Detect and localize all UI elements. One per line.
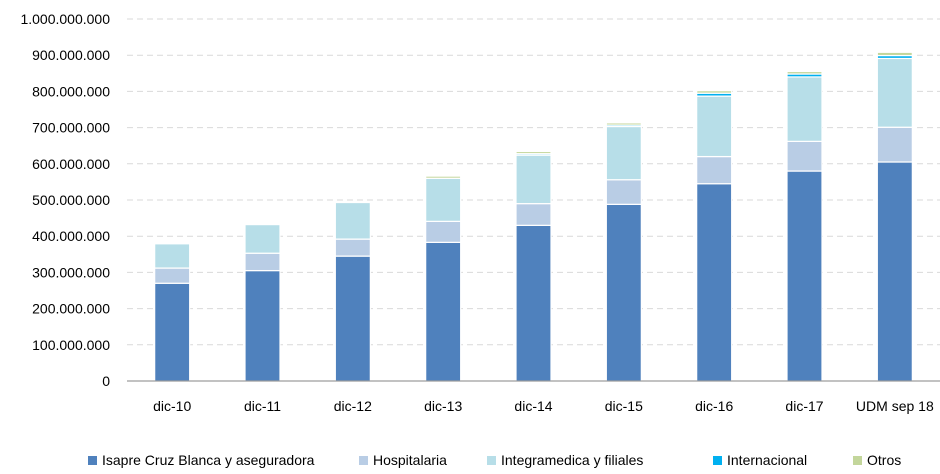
- bar-segment: [605, 125, 642, 181]
- bar-segment: [334, 238, 371, 257]
- legend-item: Hospitalaria: [359, 452, 447, 468]
- x-tick-label: dic-16: [695, 398, 733, 414]
- bar-stack: [244, 224, 281, 382]
- bar-segment: [605, 179, 642, 205]
- legend-swatch: [487, 455, 496, 465]
- legend-swatch: [713, 455, 722, 465]
- x-tick-label: dic-11: [244, 398, 281, 414]
- bar-segment: [515, 154, 552, 205]
- y-axis-tick-labels: 0 100.000.000 200.000.000 300.000.000 400.00…: [20, 11, 110, 389]
- bar-segment: [876, 57, 913, 128]
- legend-label: Isapre Cruz Blanca y aseguradora: [102, 452, 315, 468]
- legend-swatch: [359, 455, 368, 465]
- bar-segment: [786, 140, 823, 172]
- bar-segment: [425, 241, 462, 382]
- x-tick-label: dic-15: [605, 398, 643, 414]
- bar-segment: [425, 220, 462, 243]
- bar-segment: [696, 90, 733, 94]
- bar-segment: [154, 243, 191, 269]
- legend-item: Isapre Cruz Blanca y aseguradora: [88, 452, 314, 468]
- y-tick-label: 700.000.000: [32, 120, 110, 136]
- bar-segment: [244, 252, 281, 272]
- legend-label: Hospitalaria: [373, 452, 447, 468]
- bar-segment: [154, 267, 191, 284]
- bar-segment: [244, 224, 281, 254]
- bar-segment: [696, 95, 733, 158]
- legend-item: Otros: [853, 452, 901, 468]
- legend-label: Otros: [867, 452, 902, 468]
- bar-segment: [244, 269, 281, 382]
- bar-segment: [696, 183, 733, 382]
- bar-segment: [425, 175, 462, 179]
- bar-segment: [876, 51, 913, 57]
- y-tick-label: 500.000.000: [32, 192, 110, 208]
- y-tick-label: 0: [102, 373, 110, 389]
- bar-segment: [786, 170, 823, 382]
- bars: [154, 51, 913, 382]
- bar-stack: [876, 51, 913, 382]
- legend-swatch: [853, 455, 862, 465]
- y-tick-label: 100.000.000: [32, 337, 110, 353]
- bar-segment: [425, 177, 462, 222]
- bar-segment: [786, 76, 823, 142]
- bar-stack: [154, 243, 191, 382]
- y-tick-label: 800.000.000: [32, 83, 110, 99]
- x-tick-label: dic-10: [153, 398, 191, 414]
- bar-segment: [515, 224, 552, 382]
- x-tick-label: UDM sep 18: [856, 398, 934, 414]
- x-tick-label: dic-17: [785, 398, 823, 414]
- x-tick-label: dic-12: [334, 398, 372, 414]
- bar-stack: [425, 175, 462, 382]
- bar-segment: [605, 122, 642, 126]
- bar-segment: [876, 126, 913, 163]
- bar-stack: [605, 122, 642, 382]
- bar-stack: [696, 90, 733, 382]
- bar-stack: [334, 201, 371, 382]
- x-tick-label: dic-13: [424, 398, 462, 414]
- bar-segment: [515, 203, 552, 226]
- y-tick-label: 1.000.000.000: [20, 11, 110, 27]
- legend-item: Internacional: [713, 452, 807, 468]
- y-tick-label: 600.000.000: [32, 156, 110, 172]
- legend: Isapre Cruz Blanca y aseguradora Hospital…: [0, 452, 940, 472]
- x-axis-tick-labels: dic-10 dic-11 dic-12 dic-13 dic-14 dic-15 dic-…: [153, 398, 934, 414]
- y-tick-label: 400.000.000: [32, 228, 110, 244]
- bar-segment: [334, 201, 371, 240]
- bar-stack: [515, 150, 552, 382]
- bar-segment: [515, 150, 552, 155]
- bar-stack: [786, 70, 823, 382]
- y-tick-label: 900.000.000: [32, 47, 110, 63]
- bar-segment: [154, 282, 191, 382]
- bar-segment: [876, 161, 913, 382]
- bar-segment: [786, 70, 823, 75]
- y-tick-label: 200.000.000: [32, 301, 110, 317]
- legend-swatch: [88, 455, 97, 465]
- bar-segment: [605, 203, 642, 382]
- legend-label: Internacional: [727, 452, 808, 468]
- x-tick-label: dic-14: [514, 398, 552, 414]
- bar-segment: [696, 155, 733, 185]
- legend-label: Integramedica y filiales: [501, 452, 644, 468]
- legend-item: Integramedica y filiales: [487, 452, 643, 468]
- bar-segment: [334, 255, 371, 382]
- y-tick-label: 300.000.000: [32, 264, 110, 280]
